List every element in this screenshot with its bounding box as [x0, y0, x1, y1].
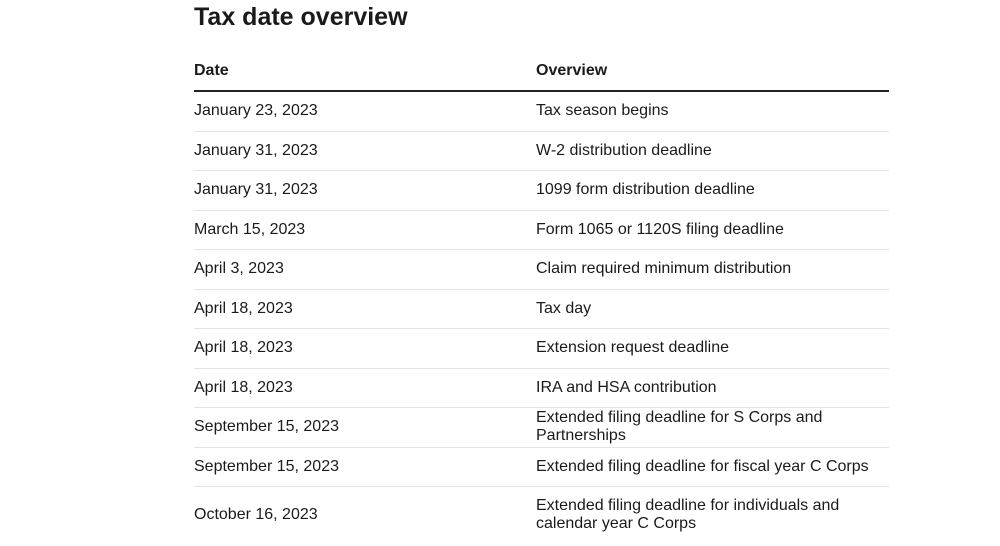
table-row: January 31, 2023 1099 form distribution d…	[194, 170, 889, 211]
overview-cell: Extended filing deadline for individuals…	[536, 497, 840, 532]
column-header: Overview	[536, 52, 889, 92]
date-cell: January 31, 2023	[194, 131, 536, 171]
overview-cell: Form 1065 or 1120S filing deadline	[536, 210, 889, 250]
page-title: Tax date overview	[194, 3, 408, 31]
header-row: Date Overview	[194, 52, 889, 92]
overview-cell: W-2 distribution deadline	[536, 131, 889, 171]
date-cell: April 18, 2023	[194, 328, 536, 369]
table-row: April 3, 2023 Claim required minimum dist…	[194, 249, 889, 290]
date-cell: September 15, 2023	[194, 447, 536, 487]
date-cell: October 16, 2023	[194, 506, 318, 523]
overview-cell: Tax day	[536, 289, 889, 329]
table-row: January 31, 2023 W-2 distribution deadlin…	[194, 131, 889, 171]
table-row: October 16, 2023 Extended filing deadline…	[194, 487, 889, 544]
date-cell: April 18, 2023	[194, 289, 536, 329]
table-row: April 18, 2023 Extension request deadline	[194, 328, 889, 369]
overview-cell: IRA and HSA contribution	[536, 368, 889, 408]
date-cell: January 31, 2023	[194, 170, 536, 211]
table-row: March 15, 2023 Form 1065 or 1120S filing …	[194, 210, 889, 250]
overview-cell: Extended filing deadline for fiscal year…	[536, 447, 889, 487]
date-cell: March 15, 2023	[194, 210, 536, 250]
date-cell: April 18, 2023	[194, 368, 536, 408]
tax-table: Date Overview January 23, 2023 Tax season…	[194, 52, 889, 543]
date-cell: January 23, 2023	[194, 91, 536, 132]
table-row: September 15, 2023 Extended filing deadli…	[194, 447, 889, 487]
table-row: April 18, 2023 IRA and HSA contribution	[194, 368, 889, 408]
column-header: Date	[194, 52, 536, 92]
overview-cell: Extension request deadline	[536, 328, 889, 369]
table-row: January 23, 2023 Tax season begins	[194, 91, 889, 132]
date-cell: September 15, 2023	[194, 407, 536, 448]
overview-cell: 1099 form distribution deadline	[536, 170, 889, 211]
table-row: September 15, 2023 Extended filing deadli…	[194, 407, 889, 448]
table-body: January 23, 2023 Tax season begins January…	[194, 91, 889, 543]
overview-cell: Tax season begins	[536, 91, 889, 132]
table-row: April 18, 2023 Tax day	[194, 289, 889, 329]
overview-cell: Extended filing deadline for S Corps and…	[536, 407, 889, 448]
date-cell: April 3, 2023	[194, 249, 536, 290]
overview-cell: Claim required minimum distribution	[536, 249, 889, 290]
